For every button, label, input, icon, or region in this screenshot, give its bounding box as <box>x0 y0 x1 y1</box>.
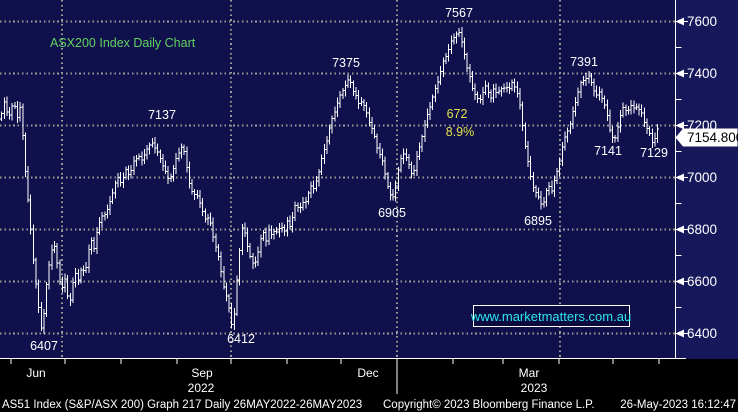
annotation-89: 8.9% <box>446 125 475 139</box>
watermark-link-box <box>473 305 630 327</box>
chart-plot-background[interactable] <box>0 0 676 359</box>
gridlines <box>0 0 676 359</box>
x-axis-year-label: 2023 <box>521 381 548 395</box>
x-axis-month-label: Mar <box>519 366 540 380</box>
last-price-tag-text: 7154.800 <box>687 130 738 145</box>
last-price-tag: 7154.800 <box>675 128 738 147</box>
annotation-7375: 7375 <box>332 56 360 70</box>
watermark-link-text: www.marketmatters.com.au <box>470 309 631 324</box>
annotation-672: 672 <box>447 107 468 121</box>
annotation-7129: 7129 <box>640 146 668 160</box>
y-axis-tick-label: 6600 <box>687 274 717 289</box>
statusbar-copyright: Copyright© 2023 Bloomberg Finance L.P. <box>383 399 595 411</box>
y-axis-tick-label: 6800 <box>687 222 717 237</box>
annotation-7137: 7137 <box>148 108 176 122</box>
y-axis-tick-label: 6400 <box>687 326 717 341</box>
annotation-6407: 6407 <box>30 339 58 353</box>
annotation-7391: 7391 <box>570 55 598 69</box>
y-axis-tick-label: 7000 <box>687 170 717 185</box>
chart-title: ASX200 Index Daily Chart <box>50 36 196 50</box>
bottom-strip-background <box>0 359 738 412</box>
annotation-6905: 6905 <box>378 206 406 220</box>
axes-and-ticks <box>0 0 688 394</box>
x-axis-labels: Jun Sep Dec Mar 2022 2023 <box>26 366 547 395</box>
annotation-7141: 7141 <box>594 144 622 158</box>
statusbar-security-info: AS51 Index (S&P/ASX 200) Graph 217 Daily… <box>2 399 362 411</box>
last-price-tag-shape <box>675 128 738 147</box>
y-axis-tick-label: 7600 <box>687 14 717 29</box>
x-axis-year-label: 2022 <box>188 381 215 395</box>
axis-margin-background <box>676 0 738 359</box>
x-axis-month-label: Sep <box>191 366 213 380</box>
statusbar-timestamp: 26-May-2023 16:12:47 <box>620 399 736 411</box>
y-axis-tick-label: 7400 <box>687 66 717 81</box>
x-axis-month-label: Dec <box>357 366 378 380</box>
annotation-6895: 6895 <box>524 214 552 228</box>
annotation-6412: 6412 <box>227 332 255 346</box>
price-bars <box>0 27 659 334</box>
x-axis-month-label: Jun <box>26 366 45 380</box>
watermark-link[interactable]: www.marketmatters.com.au <box>470 305 631 327</box>
annotation-7567: 7567 <box>445 6 473 20</box>
price-annotations: 7567 7375 7137 7391 672 8.9% 6905 6895 7141 7129 6… <box>30 6 668 353</box>
